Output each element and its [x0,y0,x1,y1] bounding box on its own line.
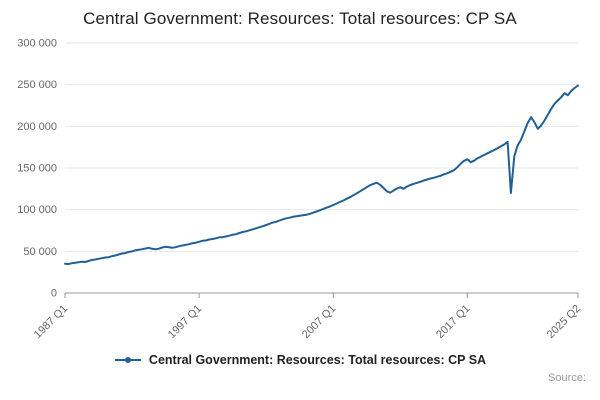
legend: Central Government: Resources: Total res… [0,353,600,367]
legend-line-marker [114,357,141,363]
x-tick-label: 1997 Q1 [166,303,204,341]
source-label: Source: [548,372,586,384]
x-tick-label: 1987 Q1 [32,303,70,341]
chart-title: Central Government: Resources: Total res… [83,9,517,28]
series-line [64,84,579,265]
x-tick-label: 2025 Q2 [545,303,583,341]
y-tick-label: 200 000 [17,121,57,133]
y-tick-label: 250 000 [17,79,57,91]
y-tick-label: 50 000 [23,246,57,258]
x-tick-label: 2017 Q1 [434,303,472,341]
x-tick-label: 2007 Q1 [300,303,338,341]
line-chart: 0 50 000 100 000 150 000 200 000 250 000 300 0… [17,38,583,341]
legend-label: Central Government: Resources: Total res… [148,353,487,367]
y-tick-label: 0 [51,288,57,300]
legend-marker-dot [124,357,131,363]
y-tick-label: 150 000 [17,163,57,175]
y-tick-label: 300 000 [17,38,57,50]
y-tick-label: 100 000 [17,204,57,216]
